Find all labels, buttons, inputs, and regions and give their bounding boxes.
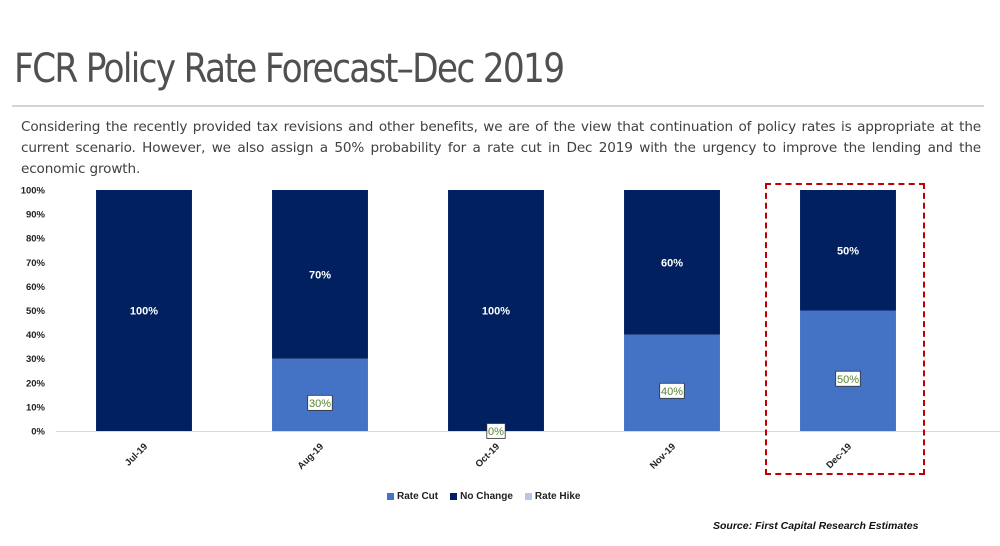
bar-no-change xyxy=(624,190,720,335)
data-label-no-change: 100% xyxy=(130,306,158,318)
data-label-box xyxy=(659,382,685,399)
page-title: FCR Policy Rate Forecast–Dec 2019 xyxy=(14,46,565,92)
legend-item-rate-hike: Rate Hike xyxy=(524,491,581,502)
data-label-rate-cut: 30% xyxy=(309,398,331,410)
y-tick-label: 40% xyxy=(26,330,46,341)
data-label-box xyxy=(486,423,506,439)
bar-no-change xyxy=(800,190,896,311)
description-text: Considering the recently provided tax re… xyxy=(21,119,981,177)
y-tick-label: 70% xyxy=(26,258,46,269)
y-tick-label: 90% xyxy=(26,210,46,221)
y-tick-label: 30% xyxy=(26,354,46,365)
x-tick-label: Oct-19 xyxy=(473,441,502,470)
chart-legend: Rate Cut No Change Rate Hike xyxy=(387,491,580,502)
bar-no-change xyxy=(96,190,192,431)
data-label-rate-cut: 0% xyxy=(488,426,504,438)
legend-swatch-rate-hike xyxy=(524,493,532,500)
legend-label-no-change: No Change xyxy=(460,491,513,502)
y-tick-label: 60% xyxy=(26,282,46,293)
legend-swatch-rate-cut xyxy=(387,493,394,500)
x-tick-label: Nov-19 xyxy=(648,441,678,471)
data-label-no-change: 100% xyxy=(482,306,510,318)
y-tick-label: 80% xyxy=(26,234,46,245)
legend-swatch-no-change xyxy=(450,493,458,500)
data-label-no-change: 60% xyxy=(661,257,683,269)
data-label-no-change: 70% xyxy=(309,269,331,281)
title-divider xyxy=(12,105,984,107)
bar-rate-cut xyxy=(624,334,720,431)
x-tick-label: Jul-19 xyxy=(123,441,150,468)
data-label-no-change: 50% xyxy=(837,245,859,257)
y-tick-label: 100% xyxy=(21,186,46,197)
legend-item-rate-cut: Rate Cut xyxy=(387,491,438,502)
data-label-rate-cut: 40% xyxy=(661,386,683,398)
data-label-rate-cut: 50% xyxy=(837,374,859,386)
y-tick-label: 50% xyxy=(26,306,46,317)
legend-item-no-change: No Change xyxy=(450,491,513,502)
data-label-box xyxy=(835,370,861,387)
x-tick-label: Aug-19 xyxy=(296,441,327,472)
legend-label-rate-cut: Rate Cut xyxy=(397,491,439,502)
y-tick-label: 10% xyxy=(26,402,46,413)
source-note: Source: First Capital Research Estimates xyxy=(713,520,919,532)
y-tick-label: 0% xyxy=(31,427,45,438)
dec-19-highlight-box xyxy=(765,183,925,475)
bar-no-change xyxy=(272,190,368,359)
data-label-box xyxy=(307,394,333,411)
legend-label-rate-hike: Rate Hike xyxy=(534,491,581,502)
bar-rate-cut xyxy=(272,358,368,431)
y-tick-label: 20% xyxy=(26,378,46,389)
bar-no-change xyxy=(448,190,544,431)
bar-rate-cut xyxy=(800,310,896,431)
